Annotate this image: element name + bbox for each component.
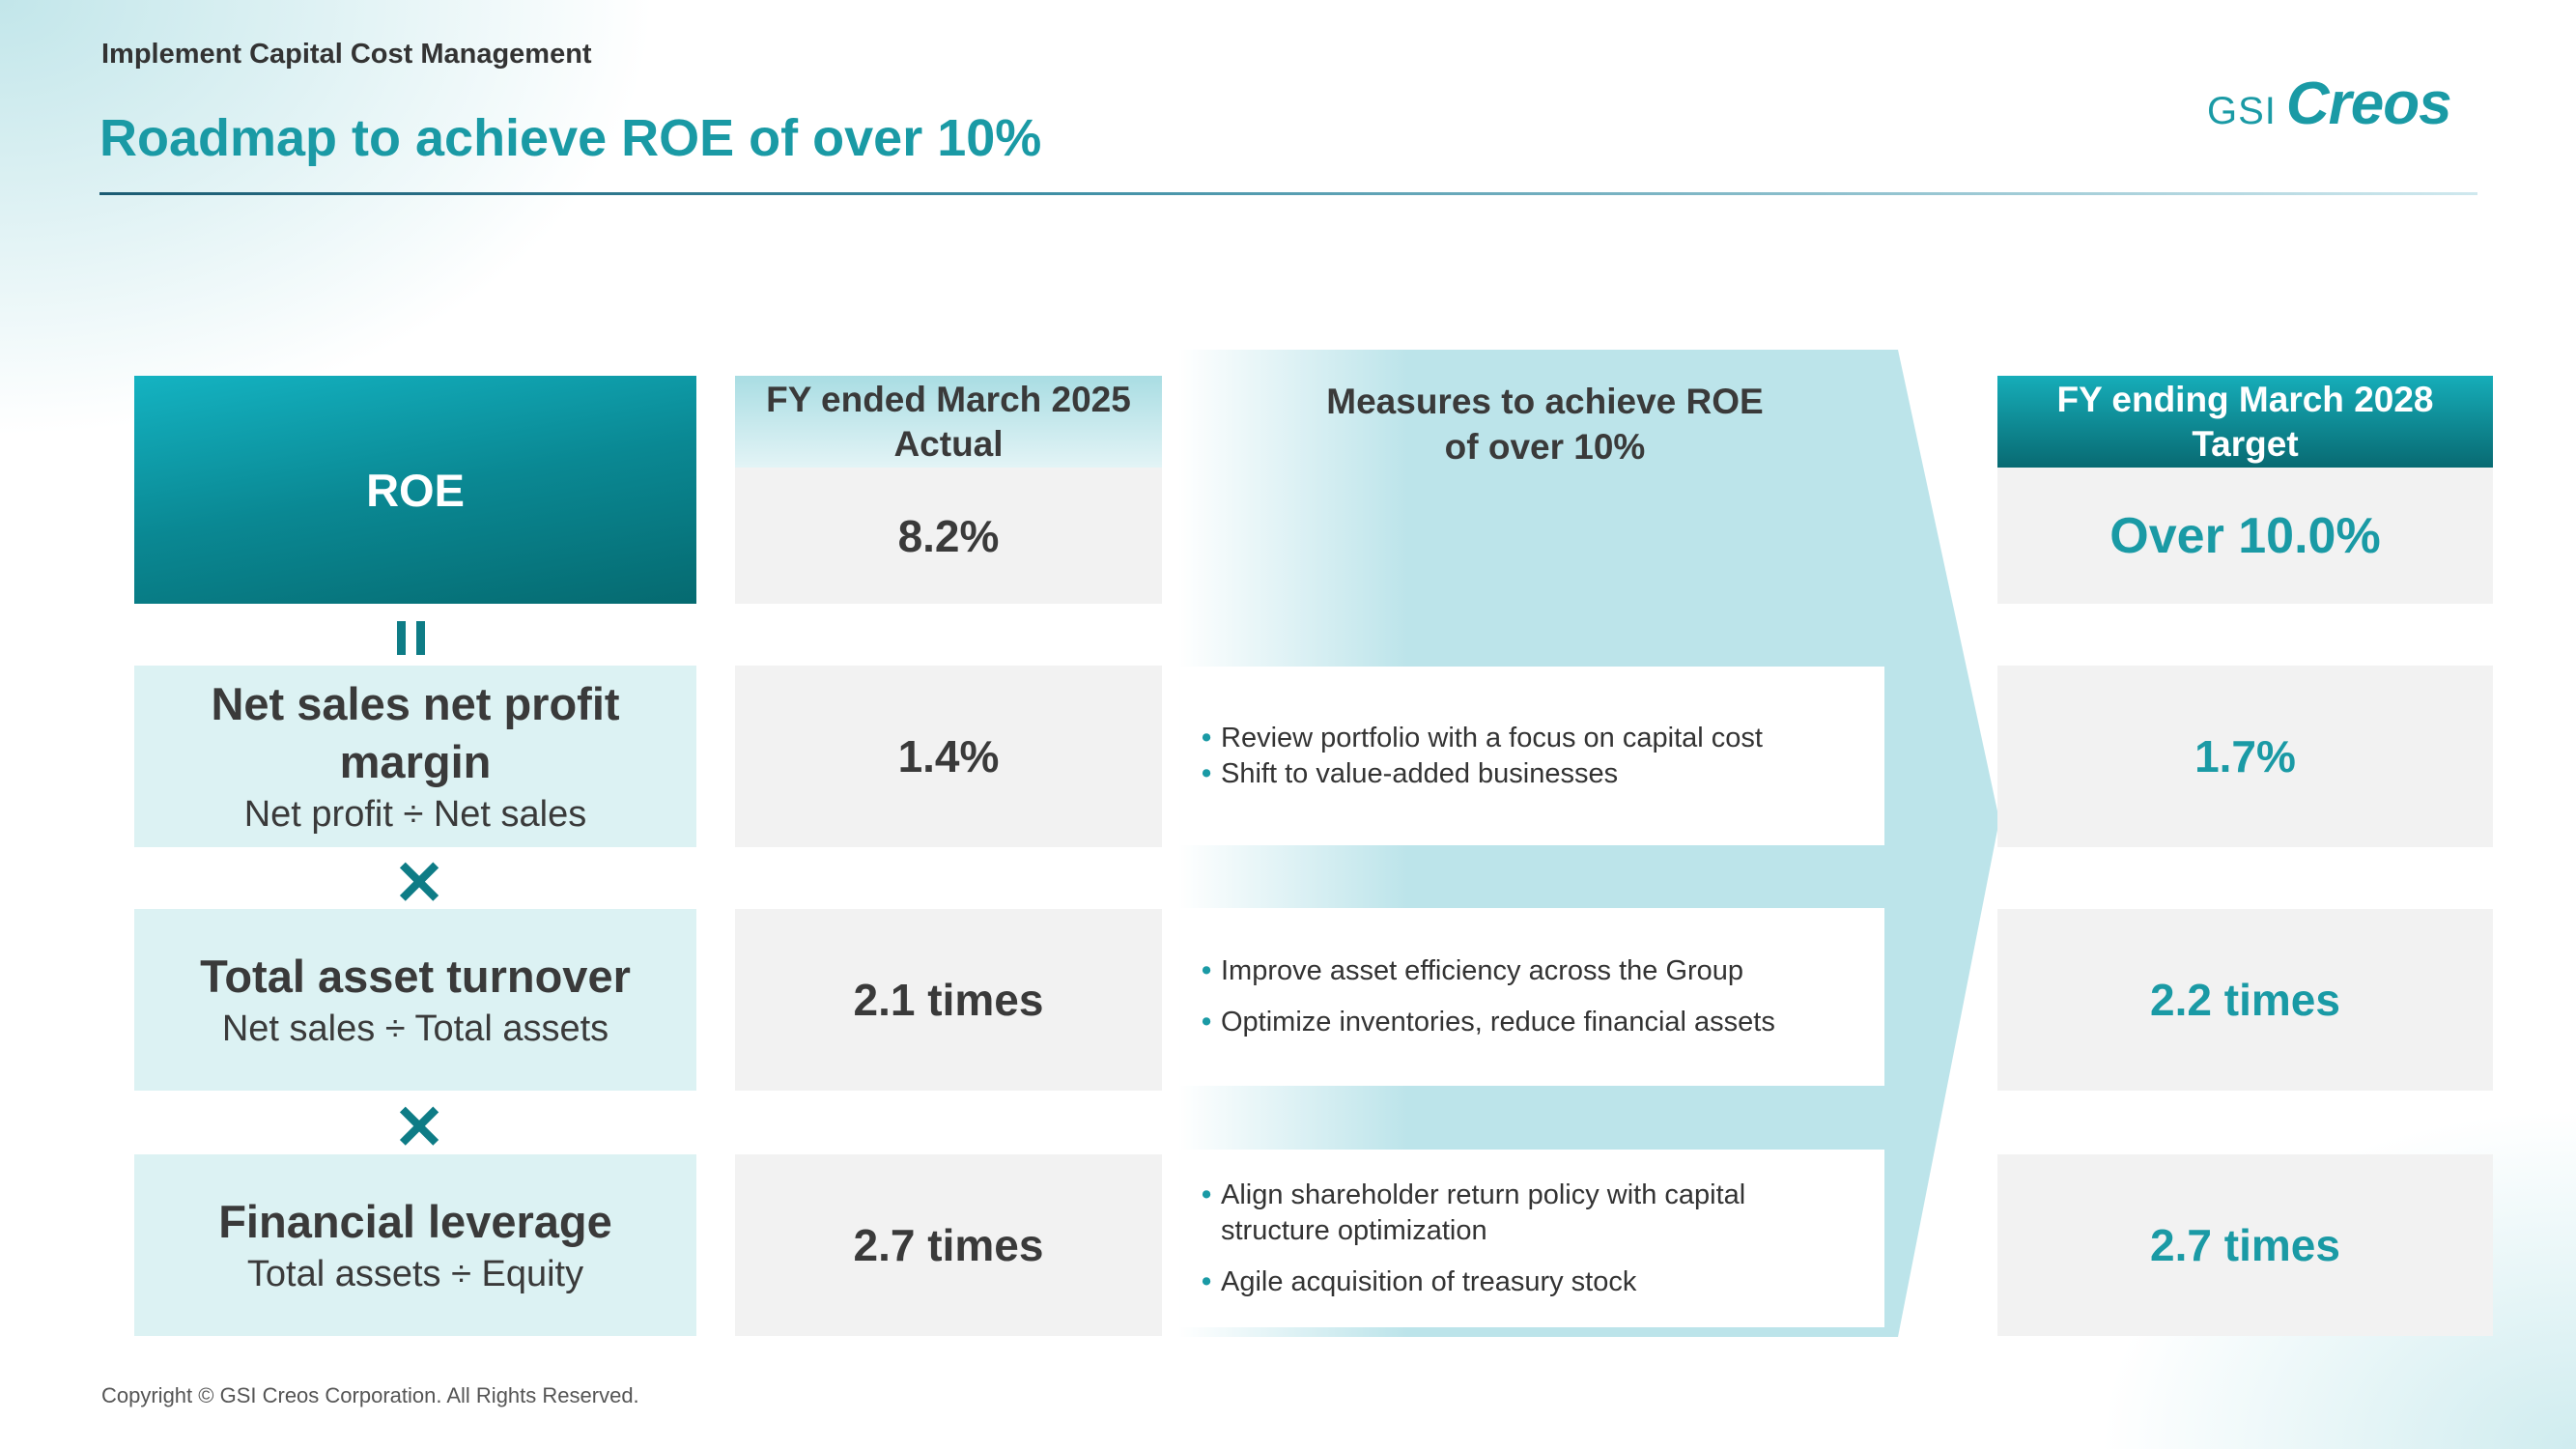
measure-item: Review portfolio with a focus on capital… [1202,721,1884,756]
metric-name: Total asset turnover [200,951,631,1002]
metric-name: Net sales net profit [211,678,620,729]
actual-header-line1: FY ended March 2025 [766,379,1131,419]
roe-header: ROE [134,376,696,604]
logo-gsi-text: GSI [2207,90,2277,132]
target-header-line2: Target [2192,423,2299,464]
measures-box: Align shareholder return policy with cap… [1180,1150,1884,1327]
target-header-line1: FY ending March 2028 [2056,379,2434,419]
measures-header-line1: Measures to achieve ROE [1326,382,1764,421]
multiply-icon: ✕ [393,1093,445,1162]
metric-net-profit-margin: Net sales net profit margin Net profit ÷… [134,666,696,847]
measures-column-header: Measures to achieve ROE of over 10% [1180,379,1910,469]
target-value: 2.2 times [1997,909,2493,1091]
measure-item: Improve asset efficiency across the Grou… [1202,953,1884,989]
measures-box: Improve asset efficiency across the Grou… [1180,908,1884,1086]
actual-value: 2.7 times [735,1154,1162,1336]
measure-item: Align shareholder return policy with cap… [1202,1178,1884,1249]
metric-formula: Net profit ÷ Net sales [243,794,587,835]
multiply-icon: ✕ [393,848,445,918]
measure-item: Agile acquisition of treasury stock [1202,1264,1884,1300]
measures-box: Review portfolio with a focus on capital… [1180,667,1884,845]
metric-name: Financial leverage [218,1196,612,1247]
target-value: 1.7% [1997,666,2493,847]
metric-formula: Net sales ÷ Total assets [221,1009,609,1049]
target-roe-value: Over 10.0% [1997,468,2493,604]
measure-item: Optimize inventories, reduce financial a… [1202,1005,1884,1040]
actual-column-header: FY ended March 2025 Actual [735,376,1162,468]
metric-total-asset-turnover: Total asset turnover Net sales ÷ Total a… [134,909,696,1091]
measure-item: Shift to value-added businesses [1202,756,1884,792]
company-logo: GSI Creos [2207,70,2452,138]
metric-formula: Total assets ÷ Equity [246,1254,584,1294]
copyright-footer: Copyright © GSI Creos Corporation. All R… [101,1383,639,1407]
title-divider [99,192,2477,195]
equals-icon [397,621,426,655]
section-label: Implement Capital Cost Management [101,39,592,70]
target-column-header: FY ending March 2028 Target [1997,376,2493,468]
actual-roe-value: 8.2% [735,468,1162,604]
page-title: Roadmap to achieve ROE of over 10% [99,109,1042,167]
measures-header-line2: of over 10% [1444,427,1646,467]
metric-financial-leverage: Financial leverage Total assets ÷ Equity [134,1154,696,1336]
actual-header-line2: Actual [893,423,1004,464]
target-value: 2.7 times [1997,1154,2493,1336]
actual-value: 2.1 times [735,909,1162,1091]
metric-name: margin [339,736,492,787]
actual-value: 1.4% [735,666,1162,847]
logo-creos-text: Creos [2285,71,2452,137]
